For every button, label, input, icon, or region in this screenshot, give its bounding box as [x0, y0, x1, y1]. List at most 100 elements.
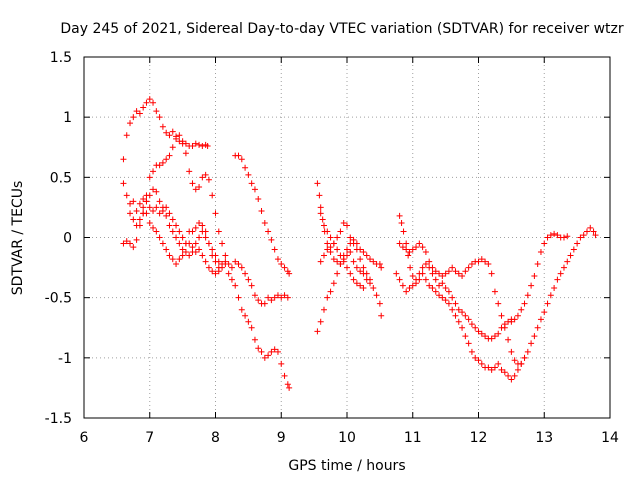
data-point: [398, 220, 405, 227]
data-point: [429, 270, 436, 277]
data-point: [245, 318, 252, 325]
data-point: [445, 268, 452, 275]
data-point: [140, 104, 147, 111]
data-point: [528, 282, 535, 289]
data-point: [442, 270, 449, 277]
data-point: [314, 180, 321, 187]
data-point: [281, 372, 288, 379]
data-point: [123, 192, 130, 199]
data-point: [199, 222, 206, 229]
data-point: [278, 260, 285, 267]
axis-ticks: [83, 56, 611, 419]
data-point: [166, 222, 173, 229]
data-point: [196, 183, 203, 190]
data-point: [268, 236, 275, 243]
data-point: [531, 333, 538, 340]
data-point: [189, 180, 196, 187]
data-point: [163, 212, 170, 219]
data-point: [459, 309, 466, 316]
data-point: [488, 335, 495, 342]
data-point: [215, 264, 222, 271]
data-point: [495, 300, 502, 307]
data-point: [204, 143, 211, 150]
data-point: [166, 152, 173, 159]
data-point: [130, 198, 137, 205]
data-point: [439, 273, 446, 280]
data-point: [268, 297, 275, 304]
data-point: [192, 224, 199, 231]
data-point: [422, 248, 429, 255]
data-point: [347, 248, 354, 255]
data-point: [367, 256, 374, 263]
data-point: [439, 294, 446, 301]
data-point: [376, 260, 383, 267]
data-point: [319, 216, 326, 223]
data-point: [459, 324, 466, 331]
data-point: [353, 280, 360, 287]
data-point: [182, 240, 189, 247]
x-tick-labels: 6 7 8 9 10 11 12 13 14: [80, 430, 619, 446]
data-point: [176, 132, 183, 139]
data-point: [179, 246, 186, 253]
data-point: [189, 228, 196, 235]
data-point: [143, 99, 150, 106]
data-point: [133, 222, 140, 229]
data-point: [251, 292, 258, 299]
data-point: [422, 260, 429, 267]
data-point: [360, 264, 367, 271]
data-point: [373, 292, 380, 299]
data-point: [146, 192, 153, 199]
data-point: [205, 176, 212, 183]
data-point: [245, 276, 252, 283]
series-arc-1: [120, 96, 211, 163]
data-point: [271, 294, 278, 301]
data-point: [156, 114, 163, 121]
data-point: [209, 268, 216, 275]
data-point: [340, 258, 347, 265]
data-point: [405, 252, 412, 259]
data-point: [159, 240, 166, 247]
data-point: [378, 312, 385, 319]
data-point: [396, 212, 403, 219]
data-point: [544, 300, 551, 307]
data-point: [518, 306, 525, 313]
data-point: [491, 288, 498, 295]
data-point: [468, 321, 475, 328]
data-point: [238, 156, 245, 163]
data-point: [577, 234, 584, 241]
y-tick-label: -1: [58, 351, 72, 367]
data-point: [531, 273, 538, 280]
data-point: [173, 260, 180, 267]
data-point: [196, 234, 203, 241]
data-point: [146, 204, 153, 211]
data-point: [196, 220, 203, 227]
data-point: [235, 260, 242, 267]
data-point: [130, 244, 137, 251]
data-point: [478, 330, 485, 337]
data-point: [465, 340, 472, 347]
data-point: [334, 234, 341, 241]
data-point: [146, 174, 153, 181]
data-point: [153, 188, 160, 195]
data-point: [248, 180, 255, 187]
data-point: [127, 240, 134, 247]
data-point: [169, 256, 176, 263]
series-arc-14: [508, 230, 571, 325]
data-point: [215, 228, 222, 235]
data-point: [357, 268, 364, 275]
data-point: [209, 252, 216, 259]
data-point: [344, 264, 350, 271]
data-point: [212, 210, 219, 217]
data-point: [442, 285, 449, 292]
y-tick-label: 1: [63, 110, 72, 126]
data-point: [140, 195, 147, 202]
data-point: [316, 192, 323, 199]
data-point: [495, 360, 502, 367]
series-arc-12: [396, 240, 528, 367]
data-point: [422, 276, 429, 283]
data-point: [265, 294, 272, 301]
data-point: [258, 348, 265, 355]
series-arc-5: [140, 204, 229, 271]
data-point: [413, 244, 420, 251]
y-tick-label: -0.5: [45, 291, 72, 307]
